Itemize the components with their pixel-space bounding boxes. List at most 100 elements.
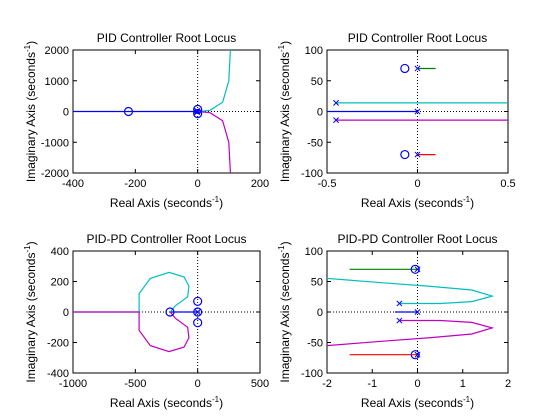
x-tick-label: 2 — [505, 378, 511, 390]
y-tick-label: 0 — [317, 307, 323, 319]
x-axis-label: Real Axis (seconds-1) — [110, 195, 223, 210]
y-axis-label-text: Imaginary Axis (seconds — [278, 52, 292, 182]
y-tick-label: 0 — [63, 307, 69, 319]
y-tick-label: 200 — [51, 277, 69, 289]
x-axis-label-exponent: -1 — [212, 195, 220, 204]
y-tick-label: 2000 — [45, 45, 69, 57]
x-tick-label: 200 — [251, 178, 269, 190]
x-tick-label: -400 — [62, 178, 84, 190]
plot-data — [73, 50, 231, 173]
plot-data — [73, 271, 203, 353]
x-tick-label: -500 — [124, 378, 146, 390]
zero-marker — [193, 296, 203, 306]
x-axis-label-close: ) — [219, 196, 223, 210]
x-axis-label: Real Axis (seconds-1) — [110, 395, 223, 410]
x-tick-label: 500 — [251, 378, 269, 390]
y-tick-label: -2000 — [41, 168, 69, 180]
y-tick-label: -1000 — [41, 137, 69, 149]
locus-branch-cyan — [327, 277, 495, 305]
y-tick-label: -400 — [47, 368, 69, 380]
locus-branch-magenta — [73, 311, 190, 353]
x-axis-label-text: Real Axis (seconds — [361, 196, 463, 210]
y-axis-label: Imaginary Axis (seconds-1) — [277, 241, 292, 382]
x-tick-label: -2 — [322, 378, 332, 390]
x-axis-label-close: ) — [470, 396, 474, 410]
x-axis-label-text: Real Axis (seconds — [110, 196, 212, 210]
zero-marker — [193, 109, 203, 119]
locus-branch-cyan — [197, 50, 231, 113]
y-axis-label-exponent: -1 — [23, 44, 32, 52]
y-axis-label-exponent: -1 — [23, 245, 32, 253]
x-axis-label-text: Real Axis (seconds — [110, 396, 212, 410]
locus-branch-cyan — [73, 271, 190, 313]
y-tick-label: 400 — [51, 246, 69, 258]
y-tick-label: 100 — [305, 45, 323, 57]
pole-marker — [194, 309, 201, 315]
y-axis-label-text: Imaginary Axis (seconds — [24, 52, 38, 182]
zero-marker — [165, 307, 175, 317]
pole-marker — [414, 65, 421, 72]
y-tick-label: -50 — [307, 338, 323, 350]
pole-marker — [396, 300, 403, 307]
x-tick-label: 1 — [460, 378, 466, 390]
y-axis-label-exponent: -1 — [277, 245, 286, 253]
zero-marker — [410, 264, 420, 274]
x-tick-label: 0 — [414, 378, 420, 390]
x-axis-label-close: ) — [470, 196, 474, 210]
chart-title: PID Controller Root Locus — [348, 31, 487, 45]
y-tick-label: -100 — [301, 368, 323, 380]
x-axis-label: Real Axis (seconds-1) — [361, 195, 474, 210]
x-tick-label: -0.5 — [318, 178, 337, 190]
y-axis-label-close: ) — [24, 41, 38, 45]
y-tick-label: 50 — [311, 76, 323, 88]
y-axis-label-exponent: -1 — [277, 44, 286, 52]
x-axis-label-exponent: -1 — [463, 395, 471, 404]
y-tick-label: 1000 — [45, 76, 69, 88]
chart-panel-2: -0.5 0 0.5 100 50 0 -50 -100 PID Controller Root… — [277, 31, 516, 210]
pole-marker — [396, 317, 403, 324]
y-axis-label-text: Imaginary Axis (seconds — [24, 253, 38, 383]
chart-title: PID-PD Controller Root Locus — [86, 232, 246, 246]
x-tick-label: -1 — [367, 378, 377, 390]
y-tick-label: -100 — [301, 168, 323, 180]
locus-branch-magenta — [197, 110, 231, 173]
zero-marker — [193, 104, 203, 114]
chart-panel-4: -2 -1 0 1 2 100 50 0 -50 -100 PID-PD Controller Ro… — [277, 232, 511, 410]
pole-marker — [414, 108, 421, 115]
x-tick-label: 0.5 — [500, 178, 515, 190]
chart-title: PID Controller Root Locus — [97, 31, 236, 45]
x-tick-label: 0 — [195, 178, 201, 190]
x-axis-label: Real Axis (seconds-1) — [361, 395, 474, 410]
y-axis-label-close: ) — [24, 241, 38, 245]
zero-marker — [193, 307, 203, 317]
zero-marker — [410, 350, 420, 360]
y-tick-label: 50 — [311, 277, 323, 289]
x-tick-label: 0 — [195, 378, 201, 390]
y-axis-label: Imaginary Axis (seconds-1) — [23, 41, 38, 182]
x-axis-label-exponent: -1 — [463, 195, 471, 204]
x-axis-label-close: ) — [219, 396, 223, 410]
plot-data — [327, 264, 495, 360]
chart-title: PID-PD Controller Root Locus — [337, 232, 497, 246]
zero-marker — [193, 318, 203, 328]
y-axis-label-text: Imaginary Axis (seconds — [278, 253, 292, 383]
locus-branch-magenta — [327, 319, 495, 347]
x-tick-label: -200 — [124, 178, 146, 190]
y-tick-label: 100 — [305, 246, 323, 258]
y-tick-label: 0 — [317, 107, 323, 119]
y-axis-label: Imaginary Axis (seconds-1) — [277, 41, 292, 182]
y-tick-label: -200 — [47, 338, 69, 350]
y-tick-label: -50 — [307, 137, 323, 149]
zero-marker — [400, 63, 410, 74]
y-axis-label-close: ) — [278, 41, 292, 45]
pole-marker — [414, 151, 421, 158]
zero-marker — [400, 149, 410, 160]
y-axis-label-close: ) — [278, 241, 292, 245]
pole-marker — [333, 99, 340, 106]
pole-marker — [333, 117, 340, 124]
plot-data — [327, 63, 508, 160]
x-axis-label-exponent: -1 — [212, 395, 220, 404]
pole-marker — [414, 309, 421, 315]
zero-marker — [123, 106, 134, 117]
